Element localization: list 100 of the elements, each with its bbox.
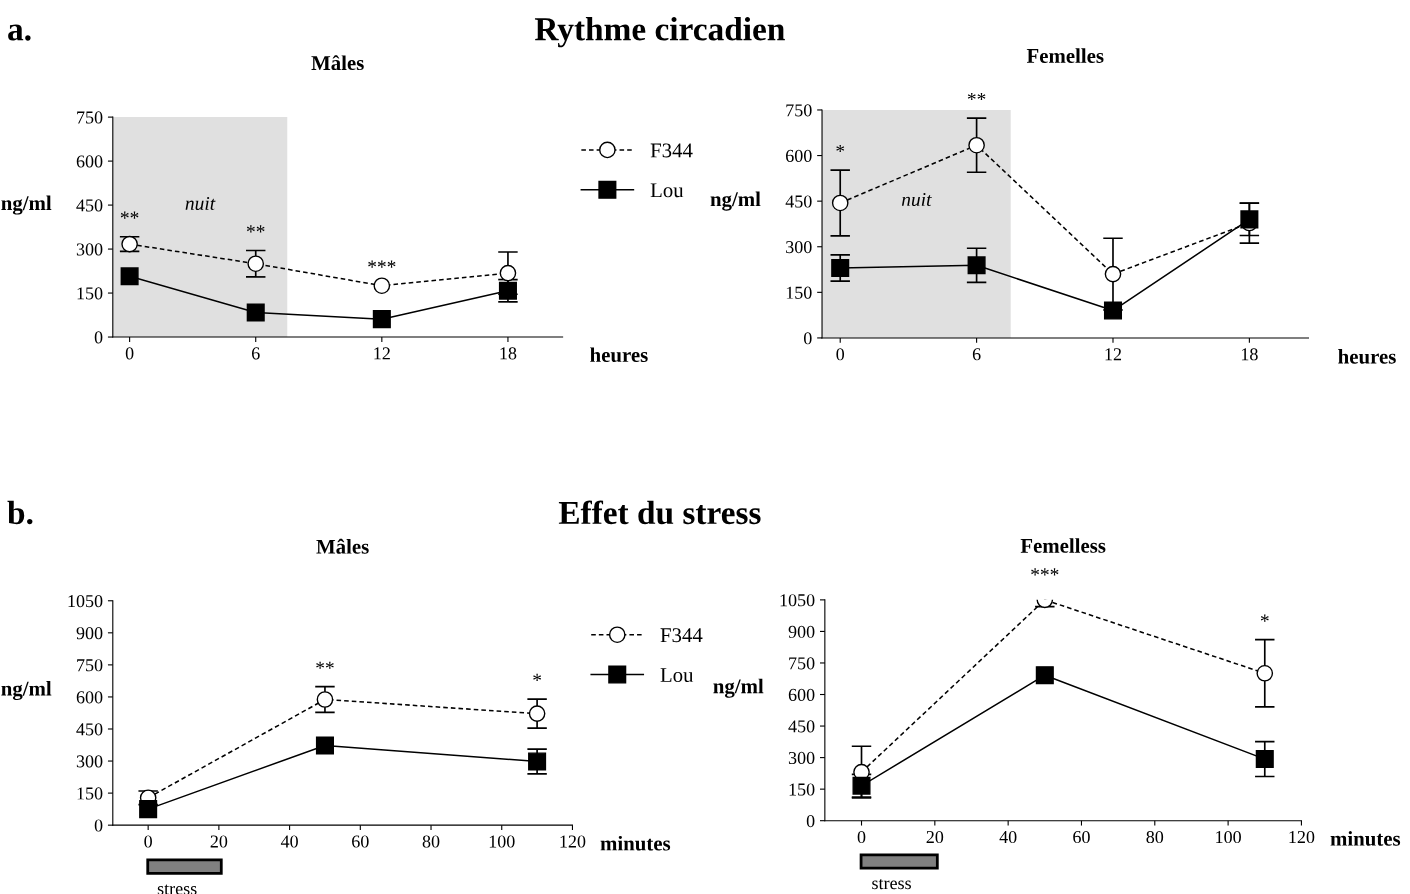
y-tick-label: 450	[788, 720, 815, 733]
y-tick-label: 0	[806, 814, 815, 828]
point	[316, 691, 334, 708]
y-tick-label: 0	[94, 331, 103, 344]
x-tick-label: 20	[210, 835, 228, 848]
point	[246, 303, 265, 322]
x-tick-label: 60	[352, 835, 369, 848]
point	[968, 136, 985, 154]
point	[373, 277, 391, 295]
annotation: **	[967, 92, 986, 101]
point	[1255, 750, 1274, 769]
x-axis-title: minutes	[1330, 831, 1401, 846]
annotation: **	[120, 211, 139, 219]
point	[528, 705, 546, 722]
y-axis-title: ng/ml	[710, 191, 761, 211]
x-tick-label: 18	[1241, 348, 1258, 361]
x-tick-label: 6	[972, 348, 981, 361]
point	[372, 310, 391, 329]
annotation: *	[533, 673, 542, 681]
x-tick-label: 80	[1146, 830, 1164, 844]
point	[1035, 666, 1054, 685]
x-tick-label: 0	[857, 830, 866, 844]
y-tick-label: 600	[76, 691, 103, 704]
point	[1103, 301, 1123, 320]
x-axis-title: heures	[590, 347, 648, 363]
y-tick-label: 600	[788, 688, 815, 701]
point	[139, 800, 158, 819]
y-tick-label: 150	[789, 783, 815, 796]
text: stress	[157, 884, 197, 894]
y-tick-label: 0	[803, 332, 812, 345]
y-tick-label: 900	[76, 627, 103, 640]
y-tick-label: 750	[77, 111, 103, 124]
point	[831, 194, 849, 212]
legend-label: F344	[650, 143, 693, 158]
x-tick-label: 80	[422, 835, 440, 848]
y-tick-label: 300	[76, 755, 103, 768]
y-axis-title: ng/ml	[1, 681, 52, 701]
chart-title: Mâles	[311, 55, 364, 71]
text: stress	[872, 878, 911, 890]
y-tick-label: 300	[76, 243, 103, 256]
text: Effet du stress	[558, 500, 761, 525]
x-tick-label: 6	[251, 347, 260, 360]
annotation: **	[246, 225, 265, 233]
y-tick-label: 600	[786, 149, 812, 162]
annotation: ***	[1031, 568, 1059, 576]
band-label: nuit	[901, 192, 932, 207]
point	[967, 256, 986, 275]
text: Rythme circadien	[534, 17, 785, 48]
x-tick-label: 100	[489, 835, 515, 848]
y-tick-label: 450	[785, 195, 812, 208]
annotation: *	[1260, 614, 1269, 622]
text: b.	[7, 500, 33, 525]
y-tick-label: 150	[77, 287, 103, 300]
y-tick-label: 450	[76, 199, 103, 212]
band-label: nuit	[185, 196, 216, 210]
y-tick-label: 750	[789, 657, 815, 670]
y-tick-label: 150	[786, 286, 812, 299]
x-tick-label: 60	[1073, 830, 1090, 844]
point	[499, 264, 517, 282]
x-tick-label: 120	[560, 835, 586, 848]
annotation: **	[316, 661, 334, 669]
legend-label: F344	[660, 628, 703, 643]
chart-title: Femelless	[1020, 538, 1106, 553]
annotation: ***	[368, 260, 396, 268]
point	[1240, 210, 1259, 229]
x-tick-label: 120	[1289, 830, 1315, 844]
chart-title: Femelles	[1026, 48, 1104, 63]
y-tick-label: 300	[788, 751, 815, 765]
y-tick-label: 0	[94, 819, 103, 832]
x-tick-label: 40	[280, 835, 298, 848]
x-tick-label: 18	[500, 347, 517, 360]
y-tick-label: 450	[76, 723, 103, 736]
x-tick-label: 0	[836, 348, 845, 361]
y-axis-title: ng/ml	[1, 195, 52, 215]
y-tick-label: 600	[76, 155, 103, 168]
y-tick-label: 150	[77, 787, 103, 800]
y-tick-label: 300	[786, 241, 812, 254]
y-tick-label: 1050	[68, 595, 103, 608]
point	[1104, 265, 1122, 283]
text: a.	[8, 24, 31, 41]
y-tick-label: 750	[786, 104, 812, 117]
legend-label: Lou	[660, 668, 694, 683]
y-axis-title: ng/ml	[713, 678, 764, 698]
legend-label: Lou	[650, 183, 684, 198]
chart-title: Mâles	[316, 538, 369, 554]
x-tick-label: 0	[144, 835, 152, 848]
y-tick-label: 1050	[780, 594, 815, 607]
point	[1256, 664, 1274, 682]
x-tick-label: 12	[374, 347, 390, 360]
y-tick-label: 750	[77, 659, 103, 672]
x-tick-label: 20	[926, 830, 944, 844]
x-tick-label: 0	[125, 347, 134, 360]
x-tick-label: 100	[1216, 830, 1241, 844]
x-tick-label: 40	[999, 830, 1017, 844]
point	[315, 736, 334, 755]
x-axis-title: minutes	[600, 835, 671, 851]
x-tick-label: 12	[1105, 348, 1122, 361]
x-axis-title: heures	[1338, 349, 1396, 364]
y-tick-label: 900	[788, 625, 815, 638]
point	[120, 267, 139, 286]
